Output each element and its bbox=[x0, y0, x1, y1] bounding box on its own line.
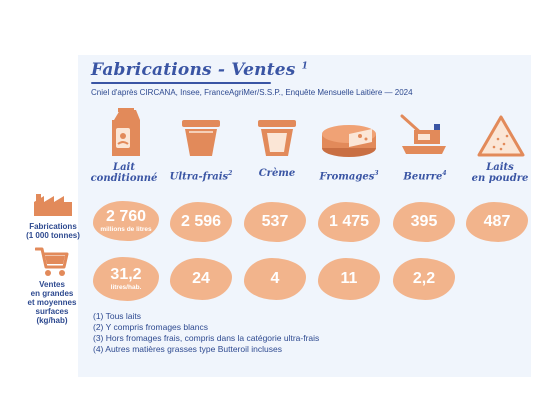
cream-pot-icon bbox=[258, 120, 296, 156]
cheese-wheel-icon bbox=[322, 125, 376, 157]
value-ventes-lait: 31,2 litres/hab. bbox=[93, 257, 159, 301]
value-ventes-ultra-frais: 24 bbox=[170, 258, 232, 300]
value-fabrications-laits-en-poudre: 487 bbox=[466, 202, 528, 242]
source-line: Cniel d'après CIRCANA, Insee, FranceAgri… bbox=[91, 88, 413, 97]
value-ventes-beurre: 2,2 bbox=[393, 258, 455, 300]
title-underline bbox=[91, 82, 271, 84]
footnote-3: (3) Hors fromages frais, compris dans la… bbox=[93, 333, 320, 343]
butter-dish-icon bbox=[400, 114, 446, 154]
value-fabrications-creme: 537 bbox=[244, 202, 306, 242]
footnote-4: (4) Autres matières grasses type Buttero… bbox=[93, 344, 282, 354]
value-ventes-fromages: 11 bbox=[318, 258, 380, 300]
page-title: Fabrications - Ventes 1 bbox=[91, 60, 309, 80]
yogurt-pot-icon bbox=[182, 120, 220, 156]
milk-powder-icon bbox=[477, 115, 525, 157]
factory-icon bbox=[34, 194, 72, 216]
product-label-creme: Crème bbox=[258, 168, 296, 179]
milk-carton-icon bbox=[112, 108, 140, 156]
product-label-ultra-frais: Ultra-frais2 bbox=[169, 170, 233, 183]
product-label-lait: Lait conditionné bbox=[90, 162, 158, 184]
value-fabrications-beurre: 395 bbox=[393, 202, 455, 242]
footnote-2: (2) Y compris fromages blancs bbox=[93, 322, 208, 332]
product-label-laits-en-poudre: Laits en poudre bbox=[471, 162, 529, 184]
value-fabrications-ultra-frais: 2 596 bbox=[170, 202, 232, 242]
value-fabrications-lait: 2 760 millions de litres bbox=[93, 201, 159, 241]
shopping-cart-icon bbox=[35, 247, 69, 276]
value-ventes-creme: 4 bbox=[244, 258, 306, 300]
row-label-fabrications: Fabrications (1 000 tonnes) bbox=[26, 222, 80, 240]
value-fabrications-fromages: 1 475 bbox=[318, 202, 380, 242]
footnote-1: (1) Tous laits bbox=[93, 311, 142, 321]
footnotes: (1) Tous laits (2) Y compris fromages bl… bbox=[93, 311, 319, 355]
product-label-beurre: Beurre4 bbox=[403, 170, 447, 183]
row-label-ventes: Ventes en grandes et moyennes surfaces (… bbox=[27, 280, 77, 325]
product-label-fromages: Fromages3 bbox=[319, 170, 379, 183]
